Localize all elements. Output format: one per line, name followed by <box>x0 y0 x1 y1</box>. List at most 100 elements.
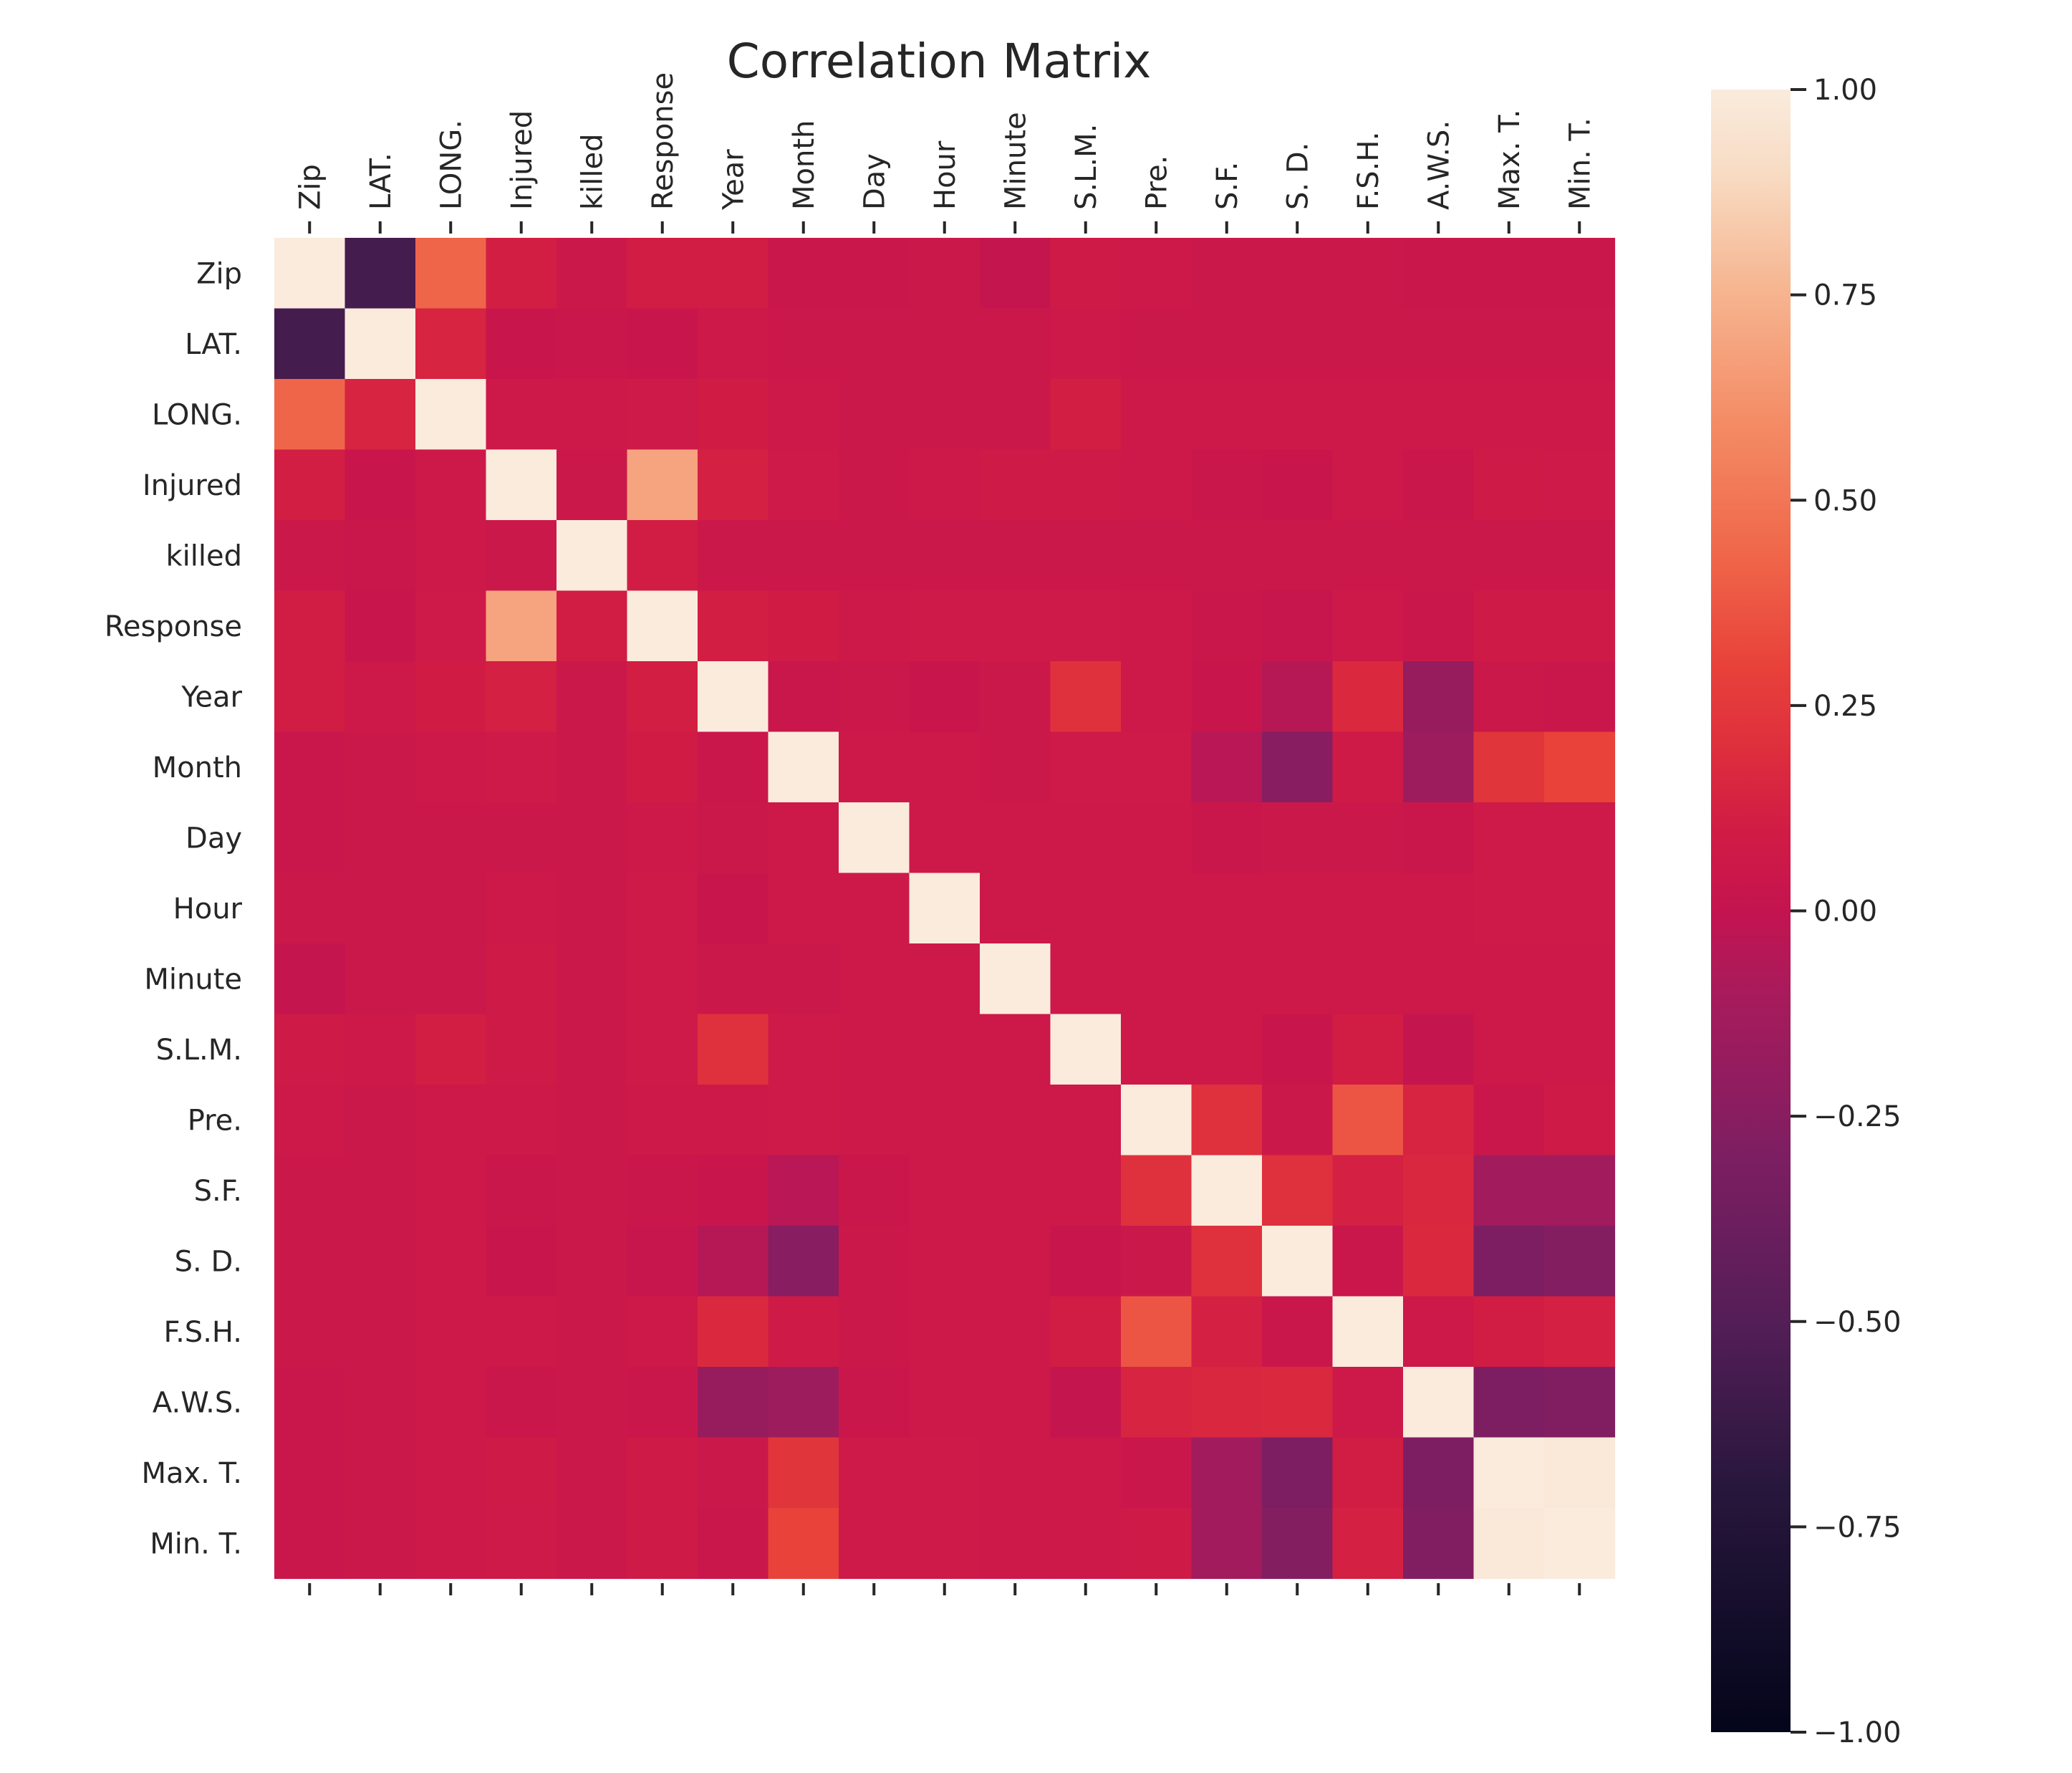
y-tick-label-killed: killed <box>165 539 242 572</box>
heatmap-cell-year-injured <box>486 661 557 732</box>
heatmap-cell-max-t-min-t <box>1544 1438 1615 1509</box>
heatmap-cell-hour-s-l-m <box>1051 873 1122 944</box>
heatmap-cell-hour-response <box>627 873 698 944</box>
x-tick-label-zip: Zip <box>294 164 327 210</box>
heatmap-cell-pre-year <box>698 1085 768 1155</box>
colorbar-tick-label: −0.25 <box>1813 1100 1902 1133</box>
y-tick-label-s-f: S.F. <box>194 1175 242 1208</box>
heatmap-cell-lat-zip <box>274 309 345 380</box>
x-tick-label-s-l-m: S.L.M. <box>1070 124 1103 210</box>
heatmap-cell-injured-min-t <box>1544 450 1615 521</box>
colorbar-tick-label: −0.75 <box>1813 1511 1902 1544</box>
heatmap-cell-year-max-t <box>1474 661 1545 732</box>
heatmap-cell-hour-s-d <box>1262 873 1333 944</box>
heatmap-cell-zip-long <box>415 238 486 309</box>
heatmap-cell-s-d-killed <box>556 1226 627 1297</box>
heatmap-cell-s-d-min-t <box>1544 1226 1615 1297</box>
heatmap-cell-response-response <box>627 591 698 662</box>
heatmap-cell-min-t-f-s-h <box>1333 1508 1404 1579</box>
heatmap-cell-a-w-s-killed <box>556 1367 627 1438</box>
heatmap-cell-year-s-l-m <box>1051 661 1122 732</box>
heatmap-cell-max-t-year <box>698 1438 768 1509</box>
x-tick-label-a-w-s: A.W.S. <box>1422 120 1455 210</box>
heatmap-cell-f-s-h-day <box>839 1297 910 1368</box>
heatmap-cell-max-t-long <box>415 1438 486 1509</box>
y-tick-label-year: Year <box>180 681 242 713</box>
heatmap-cell-injured-pre <box>1121 450 1192 521</box>
heatmap-cell-month-minute <box>980 732 1051 803</box>
heatmap-cell-s-d-response <box>627 1226 698 1297</box>
heatmap-cell-zip-a-w-s <box>1403 238 1474 309</box>
heatmap-cell-response-injured <box>486 591 557 662</box>
colorbar-tick-label: −1.00 <box>1813 1716 1902 1749</box>
heatmap-cell-month-min-t <box>1544 732 1615 803</box>
heatmap-cell-min-t-month <box>768 1508 839 1579</box>
heatmap-cell-minute-killed <box>556 943 627 1014</box>
heatmap-cell-minute-month <box>768 943 839 1014</box>
heatmap-cell-f-s-h-pre <box>1121 1297 1192 1368</box>
heatmap-cell-zip-injured <box>486 238 557 309</box>
heatmap-cell-f-s-h-killed <box>556 1297 627 1368</box>
colorbar-gradient <box>1711 90 1791 1732</box>
x-tick-label-year: Year <box>717 149 750 211</box>
heatmap-cell-s-l-m-long <box>415 1014 486 1085</box>
heatmap-cell-s-l-m-a-w-s <box>1403 1014 1474 1085</box>
heatmap-cell-a-w-s-response <box>627 1367 698 1438</box>
heatmap-cell-injured-hour <box>910 450 980 521</box>
y-tick-label-long: LONG. <box>152 398 242 431</box>
heatmap-cell-s-f-year <box>698 1155 768 1226</box>
y-tick-label-day: Day <box>185 822 242 855</box>
heatmap-cell-s-l-m-max-t <box>1474 1014 1545 1085</box>
heatmap-cell-max-t-s-l-m <box>1051 1438 1122 1509</box>
heatmap-cell-zip-year <box>698 238 768 309</box>
heatmap-cell-response-year <box>698 591 768 662</box>
heatmap-cell-s-l-m-injured <box>486 1014 557 1085</box>
heatmap-cell-response-lat <box>345 591 416 662</box>
heatmap-cell-min-t-long <box>415 1508 486 1579</box>
heatmap-cell-f-s-h-max-t <box>1474 1297 1545 1368</box>
heatmap-cell-long-year <box>698 379 768 450</box>
y-tick-label-minute: Minute <box>144 963 242 996</box>
heatmap-cell-hour-long <box>415 873 486 944</box>
heatmap-cell-pre-s-d <box>1262 1085 1333 1155</box>
heatmap-cell-hour-f-s-h <box>1333 873 1404 944</box>
y-tick-label-s-l-m: S.L.M. <box>156 1034 242 1067</box>
y-tick-label-s-d: S. D. <box>175 1245 242 1278</box>
heatmap-cell-s-f-injured <box>486 1155 557 1226</box>
heatmap-cell-day-max-t <box>1474 802 1545 873</box>
heatmap-cell-min-t-lat <box>345 1508 416 1579</box>
heatmap-cell-f-s-h-zip <box>274 1297 345 1368</box>
heatmap-cell-lat-year <box>698 309 768 380</box>
heatmap-cell-zip-zip <box>274 238 345 309</box>
heatmap-cell-zip-min-t <box>1544 238 1615 309</box>
y-tick-label-min-t: Min. T. <box>150 1527 242 1560</box>
colorbar-tick-label: 0.75 <box>1813 279 1877 312</box>
heatmap-cell-injured-year <box>698 450 768 521</box>
heatmap-cell-day-a-w-s <box>1403 802 1474 873</box>
heatmap-cell-day-killed <box>556 802 627 873</box>
heatmap-cell-month-day <box>839 732 910 803</box>
heatmap-cell-max-t-day <box>839 1438 910 1509</box>
heatmap-cell-day-response <box>627 802 698 873</box>
heatmap-cell-hour-year <box>698 873 768 944</box>
heatmap-cell-year-hour <box>910 661 980 732</box>
y-tick-label-pre: Pre. <box>188 1104 242 1137</box>
heatmap-cell-zip-day <box>839 238 910 309</box>
heatmap-cell-minute-pre <box>1121 943 1192 1014</box>
heatmap-cell-month-long <box>415 732 486 803</box>
chart-title: Correlation Matrix <box>727 34 1152 89</box>
heatmap-cell-min-t-hour <box>910 1508 980 1579</box>
heatmap-cell-s-f-hour <box>910 1155 980 1226</box>
heatmap-cell-lat-long <box>415 309 486 380</box>
heatmap-cell-year-min-t <box>1544 661 1615 732</box>
heatmap-cell-month-s-d <box>1262 732 1333 803</box>
heatmap-cell-max-t-injured <box>486 1438 557 1509</box>
heatmap-cell-response-f-s-h <box>1333 591 1404 662</box>
heatmap-cell-s-d-s-d <box>1262 1226 1333 1297</box>
heatmap-cell-year-month <box>768 661 839 732</box>
heatmap-cell-long-s-f <box>1192 379 1263 450</box>
heatmap-cell-pre-minute <box>980 1085 1051 1155</box>
heatmap-cell-min-t-min-t <box>1544 1508 1615 1579</box>
heatmap-cell-a-w-s-month <box>768 1367 839 1438</box>
